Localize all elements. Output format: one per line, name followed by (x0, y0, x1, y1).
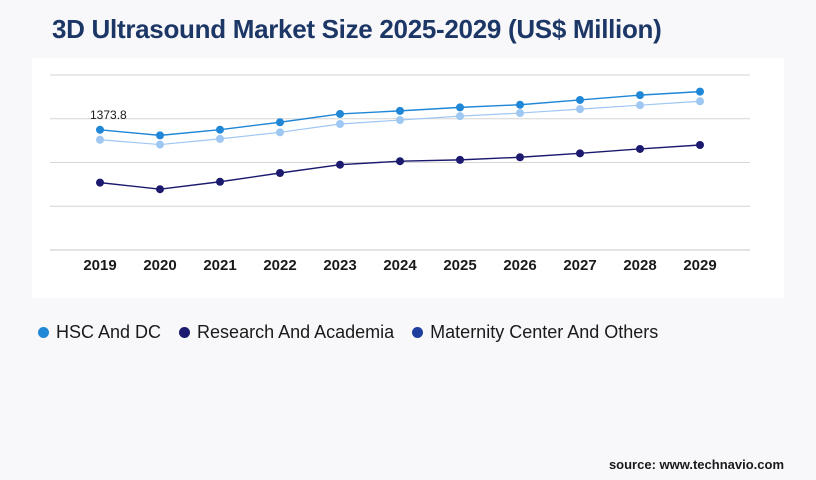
legend-item-maternity-center-and-others[interactable]: Maternity Center And Others (412, 322, 658, 343)
legend-label: Maternity Center And Others (430, 322, 659, 342)
chart-title: 3D Ultrasound Market Size 2025-2029 (US$… (52, 14, 662, 44)
data-point (276, 118, 284, 127)
legend-marker-icon (38, 327, 49, 338)
data-point (396, 116, 404, 125)
x-tick-label: 2020 (143, 257, 176, 274)
source-note: source: www.technavio.com (608, 457, 784, 472)
data-point (216, 177, 224, 186)
data-point (576, 95, 584, 104)
legend-marker-icon (179, 327, 191, 338)
data-point (396, 157, 404, 166)
data-point (156, 185, 164, 194)
data-point (396, 106, 404, 115)
data-point (336, 120, 344, 128)
data-point (696, 87, 704, 96)
data-label: 1373.8 (90, 108, 127, 122)
data-point (96, 178, 104, 187)
series-line (99, 144, 701, 190)
data-point (276, 128, 284, 137)
legend-item-hsc-and-dc[interactable]: HSC And DC (38, 322, 161, 343)
legend-label: HSC And DC (56, 322, 162, 342)
data-point (456, 103, 464, 112)
data-point (576, 149, 584, 158)
data-point (456, 112, 464, 121)
data-point (336, 109, 344, 118)
x-tick-label: 2028 (623, 257, 656, 274)
x-tick-label: 2019 (83, 257, 116, 274)
legend-item-research-and-academia[interactable]: Research And Academia (179, 322, 394, 343)
x-tick-label: 2026 (503, 257, 536, 274)
data-point (636, 144, 644, 153)
data-point (636, 91, 644, 100)
data-point (456, 155, 464, 164)
x-tick-label: 2027 (563, 257, 596, 274)
data-point (276, 169, 284, 177)
x-tick-label: 2024 (383, 257, 417, 274)
data-point (156, 140, 164, 149)
legend-label: Research And Academia (197, 322, 395, 342)
data-point (516, 100, 524, 109)
data-point (696, 97, 704, 106)
data-point (516, 109, 524, 118)
x-tick-label: 2029 (683, 257, 716, 274)
x-tick-label: 2023 (323, 257, 356, 274)
data-point (216, 134, 224, 143)
data-point (96, 125, 104, 134)
data-point (156, 131, 164, 140)
data-point (96, 135, 104, 144)
plot-area-background (32, 58, 784, 298)
legend-marker-icon (412, 327, 424, 338)
data-point (576, 105, 584, 114)
data-point (636, 101, 644, 110)
data-point (216, 125, 224, 134)
legend: HSC And DC Research And Academia Materni… (38, 322, 676, 343)
data-point (696, 141, 704, 149)
x-tick-label: 2025 (443, 257, 476, 274)
data-point (516, 153, 524, 162)
x-tick-label: 2021 (203, 257, 236, 274)
data-point (336, 160, 344, 169)
x-tick-label: 2022 (263, 257, 296, 274)
